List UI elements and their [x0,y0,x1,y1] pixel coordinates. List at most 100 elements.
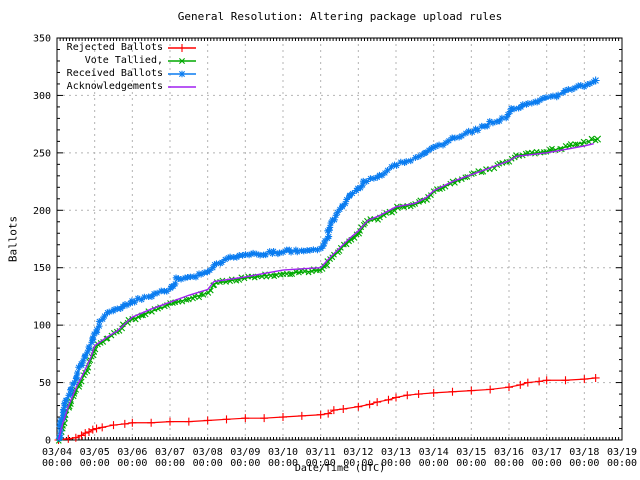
cross-marker [119,321,126,328]
star-marker [561,87,569,94]
star-marker [343,196,350,203]
plus-marker [561,376,570,385]
x-tick-label-date: 03/12 [343,447,373,458]
star-marker [56,419,64,427]
plus-marker [64,434,73,443]
star-marker [148,293,156,300]
x-tick-label-time: 00:00 [193,458,223,469]
plus-marker [241,414,250,423]
star-marker [225,254,232,262]
star-marker [153,289,161,297]
star-marker [327,219,335,227]
cross-marker [200,291,207,298]
star-marker [249,249,257,257]
y-tick-label: 150 [33,263,51,274]
plus-marker [392,393,400,402]
star-marker [211,261,218,268]
star-marker [84,348,91,356]
star-marker [506,108,514,115]
cross-marker [329,254,336,261]
x-tick-label-date: 03/06 [117,447,147,458]
star-marker [568,86,576,93]
plus-marker [279,413,287,422]
star-marker [287,248,295,256]
plus-marker [414,390,423,399]
plus-marker [467,386,476,395]
legend-line-sample [168,57,196,64]
star-marker [59,412,67,420]
star-marker [192,273,200,281]
plus-marker [542,376,551,385]
star-marker [510,105,518,113]
star-marker [331,216,338,224]
plus-marker [71,433,80,442]
star-marker [89,334,96,342]
star-marker [175,275,182,282]
plus-marker [365,400,374,409]
star-marker [539,95,547,102]
star-marker [370,175,378,182]
cross-marker-icon [178,57,186,64]
y-tick-label: 300 [33,91,51,102]
star-marker [384,166,391,174]
star-marker [415,153,423,160]
legend-line-sample [168,85,196,88]
legend-label: Received Ballots [66,68,163,79]
plus-marker [384,395,393,404]
star-marker [150,290,158,298]
cross-marker [287,271,294,278]
star-marker [571,84,579,92]
x-tick-label-time: 00:00 [155,458,185,469]
star-marker [62,396,70,404]
x-axis-title: Date/Time (UTC) [294,463,386,474]
legend-line-sample [168,70,196,77]
x-tick-label-time: 00:00 [607,458,637,469]
star-marker [584,81,591,88]
star-marker [253,250,260,258]
star-marker [95,322,103,330]
star-marker [554,91,562,99]
x-tick-label-date: 03/07 [155,447,185,458]
legend: Rejected Ballots Vote Tallied, Received Ba… [57,41,197,93]
plus-marker [184,417,193,426]
cross-marker [331,251,337,258]
y-tick-label: 100 [33,321,51,332]
star-marker [172,274,180,282]
plus-marker [222,415,231,424]
star-marker [88,339,96,346]
x-tick-label-time: 00:00 [80,458,110,469]
star-marker [90,330,98,338]
star-marker [439,141,447,149]
star-marker [451,134,459,142]
star-marker [432,143,440,150]
cross-marker [593,135,602,143]
star-marker [378,172,386,179]
star-marker [412,154,419,161]
star-marker [226,253,234,261]
cross-marker [427,192,434,199]
plus-marker [339,404,348,413]
plus-marker [523,378,532,387]
star-marker [519,101,527,108]
legend-label: Acknowledgements [66,81,163,92]
star-marker [435,141,443,149]
plus-marker [92,424,101,433]
x-tick-label-date: 03/19 [607,447,637,458]
star-marker [524,100,532,107]
star-marker [209,264,217,272]
series-line-vote-tallied- [57,138,598,441]
plus-marker [260,414,269,423]
star-marker [425,146,433,154]
star-marker [391,161,398,169]
cross-marker [179,298,186,305]
x-tick-label-date: 03/08 [193,447,223,458]
star-marker [359,177,367,185]
y-tick-label: 0 [45,436,51,447]
plus-marker [354,402,363,411]
star-marker [483,122,491,130]
legend-line-sample [168,43,196,52]
x-tick-label-date: 03/16 [494,447,524,458]
legend-label: Vote Tallied, [84,55,163,66]
star-marker [465,127,472,135]
